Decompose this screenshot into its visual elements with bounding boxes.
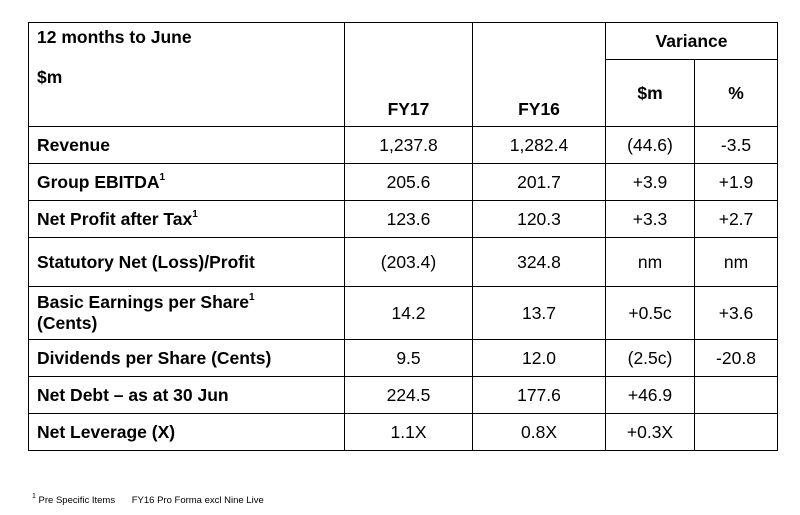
row-label: Basic Earnings per Share1 (Cents): [28, 286, 345, 340]
cell-pct: -20.8: [694, 339, 778, 377]
cell-fy17: 14.2: [344, 286, 473, 340]
row-label: Net Leverage (X): [28, 413, 345, 451]
cell-var: (2.5c): [605, 339, 695, 377]
row-label-text: Revenue: [37, 134, 110, 155]
cell-fy17: (203.4): [344, 237, 473, 287]
row-label: Net Profit after Tax1: [28, 200, 345, 238]
row-label: Group EBITDA1: [28, 163, 345, 201]
cell-pct: [694, 413, 778, 451]
cell-var: +3.3: [605, 200, 695, 238]
cell-fy16: 120.3: [472, 200, 606, 238]
cell-fy17: 1,237.8: [344, 126, 473, 164]
cell-var: +0.3X: [605, 413, 695, 451]
header-unit: $m: [37, 67, 63, 87]
cell-fy16: 13.7: [472, 286, 606, 340]
table-row: Group EBITDA1 205.6 201.7 +3.9 +1.9: [28, 163, 778, 201]
row-label-text: Net Debt – as at 30 Jun: [37, 384, 229, 405]
row-label: Statutory Net (Loss)/Profit: [28, 237, 345, 287]
header-variance-pct: %: [694, 59, 778, 127]
row-label-line2: (Cents): [37, 313, 98, 333]
cell-var: (44.6): [605, 126, 695, 164]
footnote-text-1: Pre Specific Items: [38, 495, 116, 506]
table-row: Basic Earnings per Share1 (Cents) 14.2 13.7…: [28, 286, 778, 340]
header-fy16: FY16: [472, 22, 606, 127]
row-label: Revenue: [28, 126, 345, 164]
footnote: 1 Pre Specific Items FY16 Pro Forma excl…: [32, 492, 264, 506]
row-label-footnote-marker: 1: [192, 208, 198, 220]
financial-summary-table: 12 months to June $m FY17 FY16 Variance …: [28, 22, 778, 451]
table-row: Revenue 1,237.8 1,282.4 (44.6) -3.5: [28, 126, 778, 164]
cell-pct: +1.9: [694, 163, 778, 201]
header-variance-dollar: $m: [605, 59, 695, 127]
cell-var: +3.9: [605, 163, 695, 201]
header-fy17: FY17: [344, 22, 473, 127]
cell-fy16: 0.8X: [472, 413, 606, 451]
cell-pct: -3.5: [694, 126, 778, 164]
cell-pct: [694, 376, 778, 414]
row-label-text: Group EBITDA: [37, 171, 160, 192]
footnote-marker: 1: [32, 492, 36, 500]
table-row: Statutory Net (Loss)/Profit (203.4) 324.8 n…: [28, 237, 778, 287]
cell-var: +0.5c: [605, 286, 695, 340]
cell-pct: +2.7: [694, 200, 778, 238]
cell-pct: nm: [694, 237, 778, 287]
row-label: Dividends per Share (Cents): [28, 339, 345, 377]
cell-var: +46.9: [605, 376, 695, 414]
row-label-text: Basic Earnings per Share: [37, 292, 250, 312]
row-label-text: Dividends per Share (Cents): [37, 347, 272, 368]
table-row: Net Leverage (X) 1.1X 0.8X +0.3X: [28, 413, 778, 451]
header-variance: Variance: [605, 22, 778, 60]
row-label-text: Net Profit after Tax: [37, 208, 193, 229]
cell-fy17: 9.5: [344, 339, 473, 377]
cell-fy17: 205.6: [344, 163, 473, 201]
cell-fy16: 177.6: [472, 376, 606, 414]
row-label-footnote-marker: 1: [249, 292, 255, 304]
cell-fy16: 12.0: [472, 339, 606, 377]
header-period: 12 months to June: [37, 27, 192, 47]
cell-fy16: 201.7: [472, 163, 606, 201]
cell-fy17: 1.1X: [344, 413, 473, 451]
table-row: Net Debt – as at 30 Jun 224.5 177.6 +46.9: [28, 376, 778, 414]
table-row: Net Profit after Tax1 123.6 120.3 +3.3 +2.7: [28, 200, 778, 238]
table-row: Dividends per Share (Cents) 9.5 12.0 (2.5c)…: [28, 339, 778, 377]
row-label-text: Net Leverage (X): [37, 421, 176, 442]
footnote-text-2: FY16 Pro Forma excl Nine Live: [131, 495, 264, 506]
cell-fy17: 224.5: [344, 376, 473, 414]
header-period-cell: 12 months to June $m: [28, 22, 345, 127]
row-label-text: Statutory Net (Loss)/Profit: [37, 251, 255, 272]
cell-fy17: 123.6: [344, 200, 473, 238]
cell-var: nm: [605, 237, 695, 287]
row-label-footnote-marker: 1: [159, 171, 166, 183]
cell-pct: +3.6: [694, 286, 778, 340]
cell-fy16: 1,282.4: [472, 126, 606, 164]
cell-fy16: 324.8: [472, 237, 606, 287]
row-label: Net Debt – as at 30 Jun: [28, 376, 345, 414]
